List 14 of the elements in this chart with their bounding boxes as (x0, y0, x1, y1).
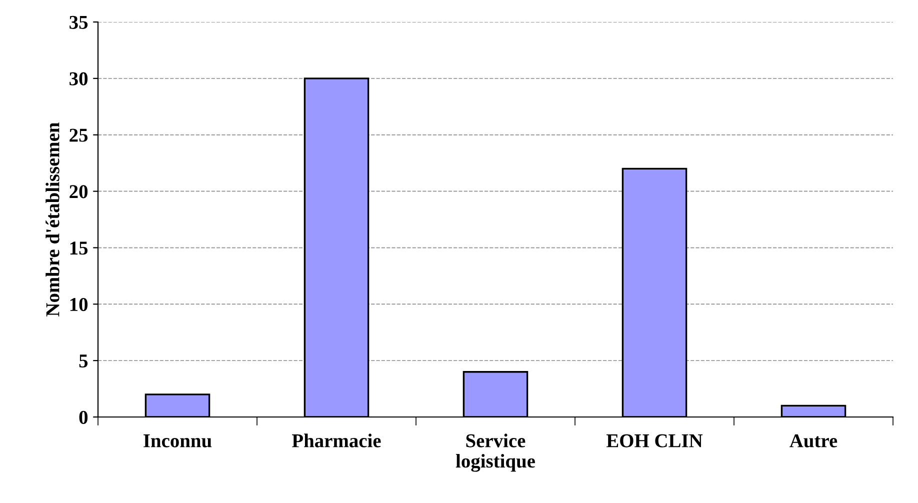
y-tick-label: 0 (79, 410, 88, 424)
x-tick-label: Service logistique (456, 434, 535, 472)
y-tick-label: 25 (70, 128, 88, 142)
y-axis-title: Nombre d'établissemen (46, 122, 60, 316)
y-tick-label: 15 (70, 242, 88, 255)
y-tick-label: 30 (70, 72, 88, 86)
y-tick-label: 10 (70, 298, 88, 312)
y-tick-label: 35 (70, 16, 88, 29)
x-tick-label: Autre (790, 434, 838, 448)
y-tick-label: 5 (79, 354, 88, 368)
x-tick-label: Inconnu (144, 434, 212, 448)
x-tick-label: EOH CLIN (606, 434, 703, 448)
x-tick-label: Pharmacie (292, 434, 381, 448)
y-tick-label: 20 (70, 185, 88, 198)
